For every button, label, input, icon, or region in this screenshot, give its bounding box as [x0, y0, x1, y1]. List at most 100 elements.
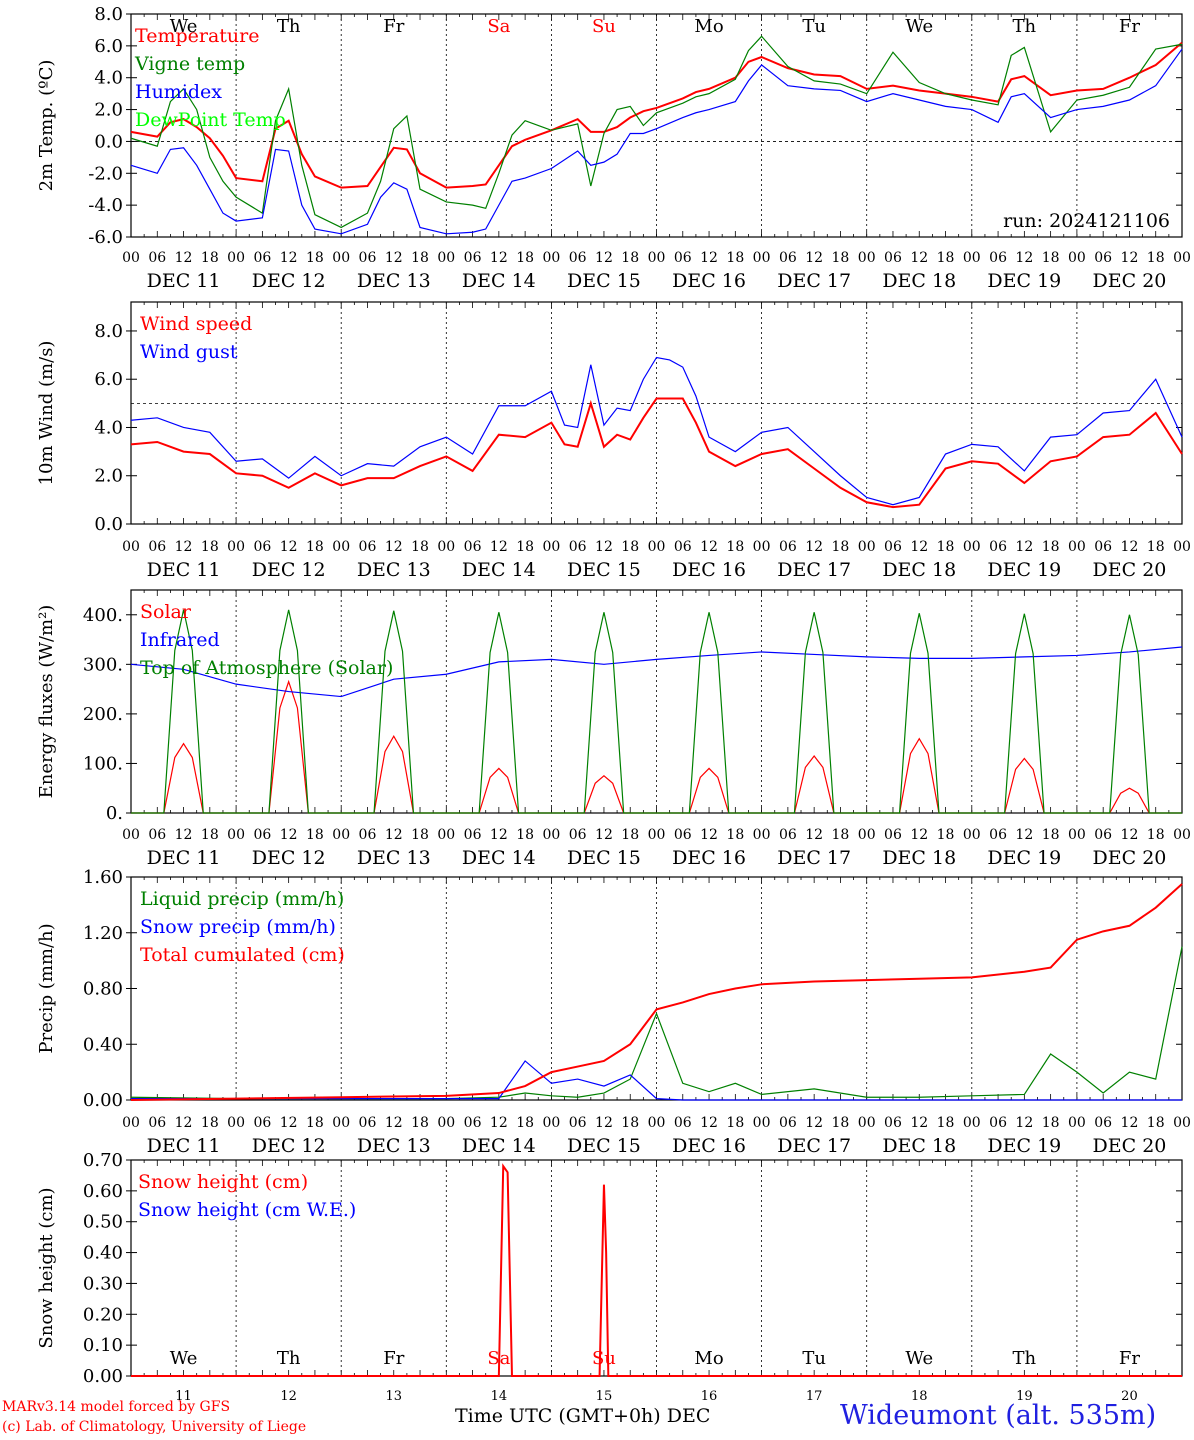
- day-number-label: 15: [596, 1389, 613, 1404]
- hour-tick-label: 12: [700, 539, 718, 555]
- y-tick-label: 0.00: [83, 1090, 123, 1111]
- date-label: DEC 12: [252, 1135, 326, 1157]
- hour-tick-label: 00: [1068, 250, 1086, 266]
- hour-tick-label: 06: [989, 250, 1007, 266]
- hour-tick-label: 12: [385, 1115, 403, 1131]
- hour-tick-label: 06: [148, 250, 166, 266]
- hour-tick-label: 00: [122, 827, 140, 843]
- hour-tick-label: 00: [227, 539, 245, 555]
- hour-tick-label: 00: [963, 250, 981, 266]
- hour-tick-label: 06: [148, 1115, 166, 1131]
- weekday-label: Th: [1013, 16, 1037, 37]
- hour-tick-label: 12: [490, 1115, 508, 1131]
- y-tick-label: 400.: [83, 605, 123, 626]
- hour-tick-label: 06: [569, 539, 587, 555]
- hour-tick-label: 06: [674, 1115, 692, 1131]
- series-line: [131, 609, 1182, 814]
- hour-tick-label: 12: [280, 827, 298, 843]
- hour-tick-label: 06: [1094, 539, 1112, 555]
- hour-tick-label: 06: [884, 1115, 902, 1131]
- hour-tick-label: 06: [779, 539, 797, 555]
- hour-tick-label: 18: [1147, 1115, 1165, 1131]
- y-tick-label: 2.0: [94, 466, 123, 487]
- hour-tick-label: 06: [464, 539, 482, 555]
- date-label: DEC 20: [1093, 847, 1167, 869]
- hour-tick-label: 18: [516, 539, 534, 555]
- panel-temp: [126, 13, 1183, 238]
- date-label: DEC 17: [777, 270, 851, 292]
- date-label: DEC 18: [882, 1135, 956, 1157]
- weekday-label: Sa: [487, 1348, 510, 1369]
- weekday-label: Th: [277, 1348, 301, 1369]
- hour-tick-label: 00: [963, 1115, 981, 1131]
- day-number-label: 18: [911, 1389, 928, 1404]
- weekday-label: Fr: [383, 16, 404, 37]
- series-line: [130, 397, 1183, 509]
- date-label: DEC 20: [1093, 559, 1167, 581]
- date-label: DEC 11: [147, 270, 221, 292]
- y-tick-label: 0.00: [83, 1366, 123, 1387]
- hour-tick-label: 12: [910, 827, 928, 843]
- hour-tick-label: 06: [674, 250, 692, 266]
- hour-tick-label: 12: [385, 539, 403, 555]
- hour-tick-label: 06: [989, 1115, 1007, 1131]
- y-tick-label: 1.60: [83, 867, 123, 888]
- date-label: DEC 19: [987, 270, 1061, 292]
- date-label: DEC 15: [567, 1135, 641, 1157]
- date-label: DEC 17: [777, 559, 851, 581]
- hour-tick-label: 00: [227, 250, 245, 266]
- date-label: DEC 13: [357, 559, 431, 581]
- date-label: DEC 16: [672, 270, 746, 292]
- hour-tick-label: 06: [674, 827, 692, 843]
- hour-tick-label: 18: [201, 1115, 219, 1131]
- hour-tick-label: 12: [490, 539, 508, 555]
- hour-tick-label: 12: [385, 827, 403, 843]
- date-label: DEC 16: [672, 1135, 746, 1157]
- hour-tick-label: 12: [595, 539, 613, 555]
- weekday-label: Tu: [802, 1348, 826, 1369]
- y-tick-label: 200.: [83, 704, 123, 725]
- legend-entry: DewPoint Temp: [135, 109, 286, 131]
- series-line: [130, 356, 1183, 506]
- day-number-label: 16: [701, 1389, 718, 1404]
- hour-tick-label: 18: [1042, 250, 1060, 266]
- hour-tick-label: 12: [175, 250, 193, 266]
- series-line: [130, 883, 1183, 1101]
- date-label: DEC 18: [882, 847, 956, 869]
- y-tick-label: 6.0: [94, 369, 123, 390]
- hour-tick-label: 00: [753, 1115, 771, 1131]
- date-label: DEC 14: [462, 270, 536, 292]
- hour-tick-label: 06: [253, 250, 271, 266]
- hour-tick-label: 00: [332, 539, 350, 555]
- hour-tick-label: 06: [569, 827, 587, 843]
- hour-tick-label: 18: [411, 1115, 429, 1131]
- hour-tick-label: 06: [464, 250, 482, 266]
- day-number-label: 14: [491, 1389, 508, 1404]
- legend-entry: Total cumulated (cm): [140, 944, 345, 966]
- day-number-label: 11: [175, 1389, 192, 1404]
- hour-tick-label: 00: [858, 539, 876, 555]
- hour-tick-label: 18: [726, 539, 744, 555]
- hour-tick-label: 12: [175, 827, 193, 843]
- hour-tick-label: 12: [595, 1115, 613, 1131]
- hour-tick-label: 12: [1015, 1115, 1033, 1131]
- y-axis-label: Energy fluxes (W/m²): [36, 605, 57, 799]
- hour-tick-label: 00: [227, 1115, 245, 1131]
- y-tick-label: 0.80: [83, 979, 123, 1000]
- hour-tick-label: 06: [569, 1115, 587, 1131]
- day-number-label: 19: [1016, 1389, 1033, 1404]
- date-label: DEC 14: [462, 559, 536, 581]
- hour-tick-label: 00: [437, 250, 455, 266]
- date-label: DEC 12: [252, 559, 326, 581]
- hour-tick-label: 12: [805, 539, 823, 555]
- day-number-label: 12: [280, 1389, 297, 1404]
- y-tick-label: 4.0: [94, 417, 123, 438]
- date-label: DEC 17: [777, 847, 851, 869]
- series-line: [130, 35, 1183, 229]
- hour-tick-label: 06: [359, 250, 377, 266]
- hour-tick-label: 12: [1121, 250, 1139, 266]
- hour-tick-label: 06: [1094, 1115, 1112, 1131]
- hour-tick-label: 12: [1015, 250, 1033, 266]
- hour-tick-label: 18: [1147, 827, 1165, 843]
- hour-tick-label: 00: [753, 539, 771, 555]
